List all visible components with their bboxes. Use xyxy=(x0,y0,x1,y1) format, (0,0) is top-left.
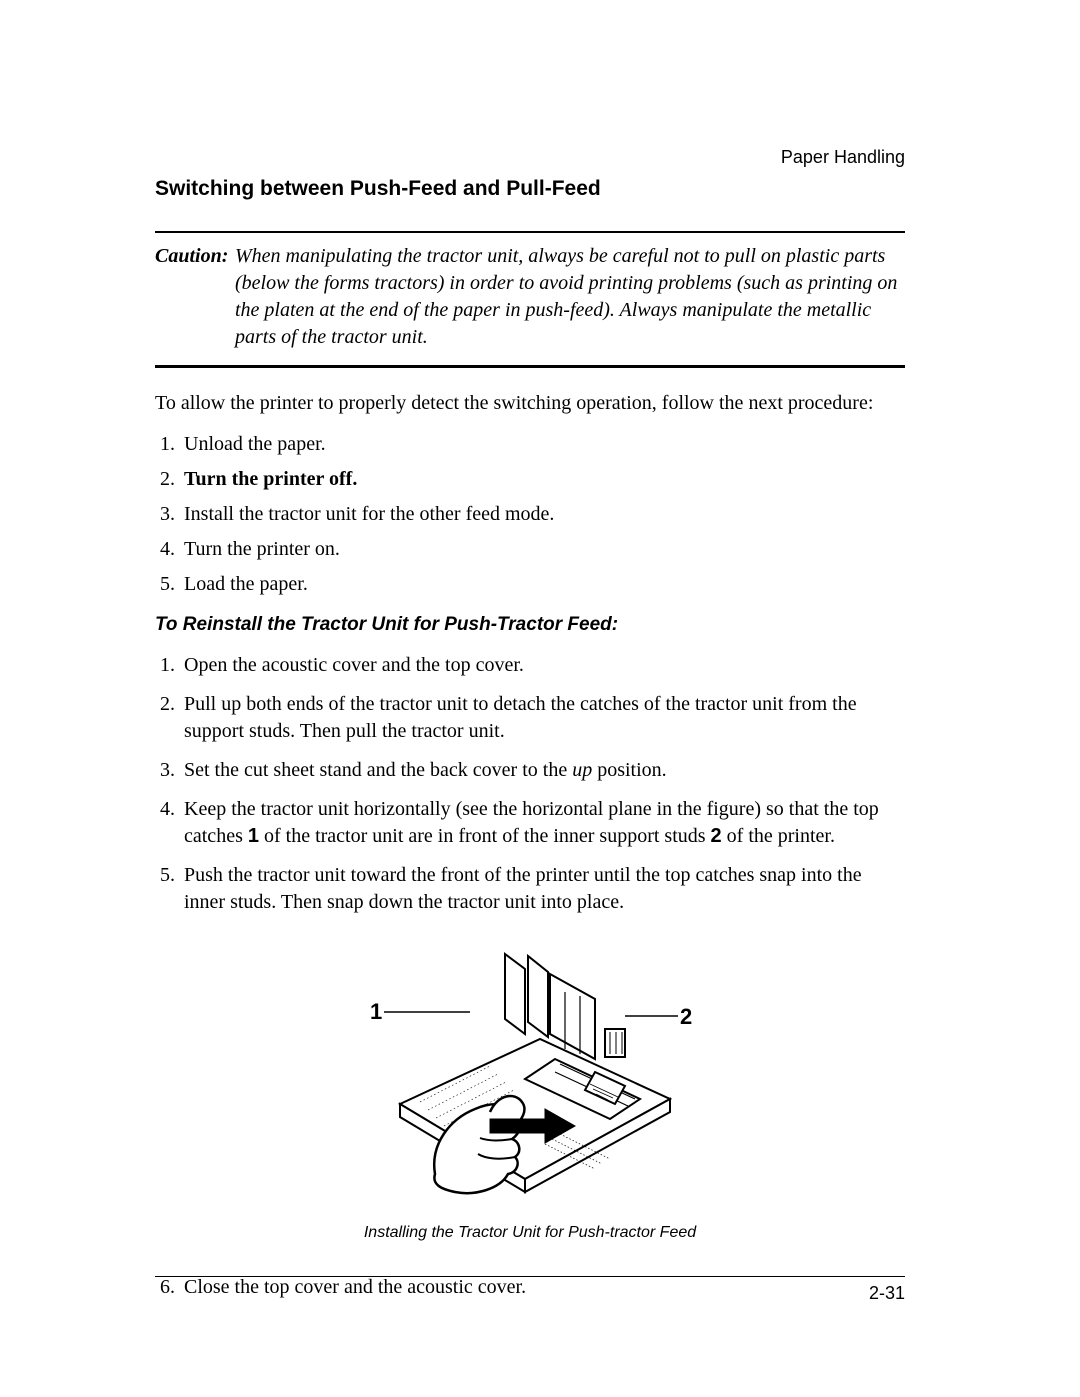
procedure-item: Turn the printer on. xyxy=(180,536,905,563)
step-item: Open the acoustic cover and the top cove… xyxy=(180,652,905,679)
step-item: Close the top cover and the acoustic cov… xyxy=(180,1274,905,1301)
caution-text: When manipulating the tractor unit, alwa… xyxy=(235,243,905,351)
caution-label: Caution: xyxy=(155,243,235,351)
procedure-item: Turn the printer off. xyxy=(180,466,905,493)
step-item: Keep the tractor unit horizontally (see … xyxy=(180,796,905,850)
figure-caption: Installing the Tractor Unit for Push-tra… xyxy=(155,1222,905,1244)
step-item: Pull up both ends of the tractor unit to… xyxy=(180,691,905,745)
procedure-list: Unload the paper. Turn the printer off. … xyxy=(155,431,905,598)
page-number: 2-31 xyxy=(869,1281,905,1305)
callout-2: 2 xyxy=(680,1004,692,1029)
tractor-unit-illustration: 1 2 xyxy=(340,944,720,1204)
subsection-title: To Reinstall the Tractor Unit for Push-T… xyxy=(155,612,905,638)
step-item: Set the cut sheet stand and the back cov… xyxy=(180,757,905,784)
caution-block: Caution: When manipulating the tractor u… xyxy=(155,231,905,368)
intro-paragraph: To allow the printer to properly detect … xyxy=(155,390,905,417)
procedure-item: Unload the paper. xyxy=(180,431,905,458)
step-item: Push the tractor unit toward the front o… xyxy=(180,862,905,916)
document-page: Paper Handling Switching between Push-Fe… xyxy=(0,0,1080,1397)
steps-list: Open the acoustic cover and the top cove… xyxy=(155,652,905,916)
procedure-item: Install the tractor unit for the other f… xyxy=(180,501,905,528)
section-title: Switching between Push-Feed and Pull-Fee… xyxy=(155,175,905,203)
steps-list-continued: Close the top cover and the acoustic cov… xyxy=(155,1274,905,1301)
header-section-label: Paper Handling xyxy=(781,145,905,169)
procedure-item: Load the paper. xyxy=(180,571,905,598)
callout-1: 1 xyxy=(370,999,382,1024)
footer-rule xyxy=(155,1276,905,1277)
figure-container: 1 2 xyxy=(155,944,905,1244)
